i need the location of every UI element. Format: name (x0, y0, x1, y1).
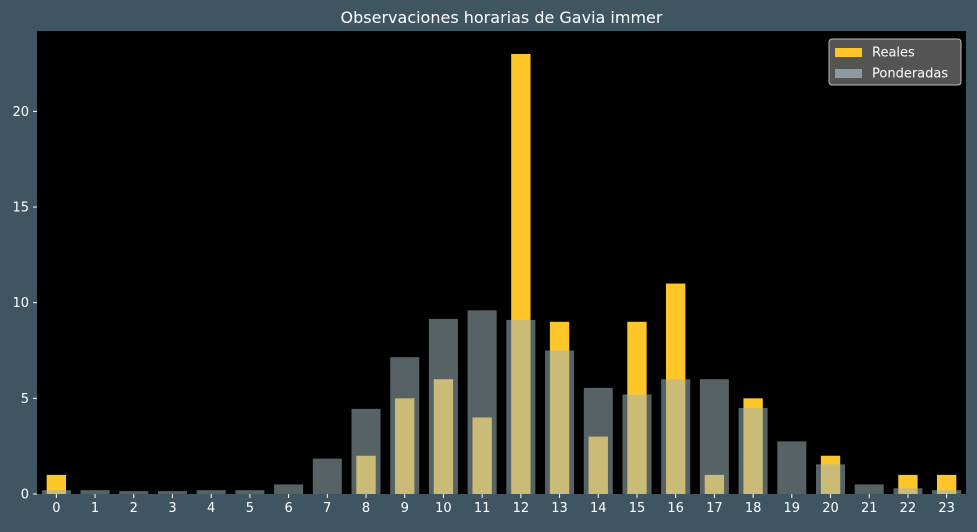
x-tick-label: 10 (435, 501, 452, 516)
bar-ponderadas-hour-19 (777, 441, 807, 494)
x-tick-label: 18 (745, 501, 762, 516)
y-tick-label: 15 (12, 201, 29, 216)
x-tick-label: 11 (474, 501, 491, 516)
x-tick-label: 12 (513, 501, 530, 516)
bar-ponderadas-hour-11 (467, 310, 497, 494)
x-tick-label: 13 (551, 501, 568, 516)
x-tick-label: 16 (667, 501, 684, 516)
bar-ponderadas-hour-17 (699, 379, 729, 494)
x-tick-label: 3 (168, 501, 176, 516)
bar-ponderadas-hour-0 (41, 490, 71, 494)
x-tick-label: 20 (822, 501, 839, 516)
plot-area (37, 31, 966, 494)
x-tick-label: 15 (629, 501, 646, 516)
y-tick-label: 20 (12, 105, 29, 120)
bar-ponderadas-hour-10 (428, 318, 458, 494)
x-tick-label: 17 (706, 501, 723, 516)
x-tick-label: 1 (91, 501, 99, 516)
x-tick-label: 23 (938, 501, 955, 516)
bar-ponderadas-hour-6 (274, 484, 304, 494)
chart-title: Observaciones horarias de Gavia immer (341, 8, 663, 27)
bar-ponderadas-hour-20 (816, 464, 846, 494)
bar-ponderadas-hour-15 (622, 394, 652, 494)
bar-ponderadas-hour-21 (854, 484, 884, 494)
legend-label-reales: Reales (872, 46, 915, 61)
legend-label-ponderadas: Ponderadas (872, 67, 948, 82)
x-tick-label: 6 (284, 501, 292, 516)
bar-ponderadas-hour-12 (506, 319, 536, 494)
bar-ponderadas-hour-5 (235, 490, 265, 494)
x-tick-label: 4 (207, 501, 215, 516)
x-axis: 0 1 2 3 4 5 6 7 8 9 10 11 12 13 14 15 16 17 18 19 20 21 22 23 (52, 494, 955, 516)
legend: Reales Ponderadas (828, 38, 962, 86)
bar-ponderadas-hour-16 (661, 379, 691, 494)
legend-swatch-reales (835, 48, 862, 57)
bar-reales-hour-23 (936, 474, 957, 494)
bar-ponderadas-hour-1 (80, 490, 110, 494)
x-tick-label: 7 (323, 501, 331, 516)
y-tick-label: 10 (12, 296, 29, 311)
x-tick-label: 2 (130, 501, 138, 516)
x-tick-label: 19 (784, 501, 801, 516)
bar-ponderadas-hour-18 (738, 407, 768, 494)
x-tick-label: 0 (52, 501, 60, 516)
bar-ponderadas-hour-13 (545, 350, 575, 494)
bar-ponderadas-hour-8 (351, 408, 381, 494)
bar-ponderadas-hour-4 (196, 490, 226, 494)
x-tick-label: 8 (362, 501, 370, 516)
bar-ponderadas-hour-14 (583, 387, 613, 494)
x-tick-label: 14 (590, 501, 607, 516)
bar-ponderadas-hour-2 (119, 491, 149, 494)
bar-reales-hour-0 (46, 474, 67, 494)
x-tick-label: 9 (401, 501, 409, 516)
y-axis: 0 5 10 15 20 (12, 105, 37, 503)
x-tick-label: 22 (900, 501, 917, 516)
y-tick-label: 0 (21, 488, 29, 503)
y-tick-label: 5 (21, 392, 29, 407)
bar-ponderadas-hour-7 (312, 458, 342, 494)
bar-ponderadas-hour-3 (157, 491, 187, 494)
x-tick-label: 5 (246, 501, 254, 516)
legend-swatch-ponderadas (835, 69, 862, 78)
bar-ponderadas-hour-22 (893, 488, 923, 494)
x-tick-label: 21 (861, 501, 878, 516)
bar-ponderadas-hour-23 (932, 490, 962, 494)
series-ponderadas-bars (41, 310, 962, 494)
bar-ponderadas-hour-9 (390, 357, 420, 494)
